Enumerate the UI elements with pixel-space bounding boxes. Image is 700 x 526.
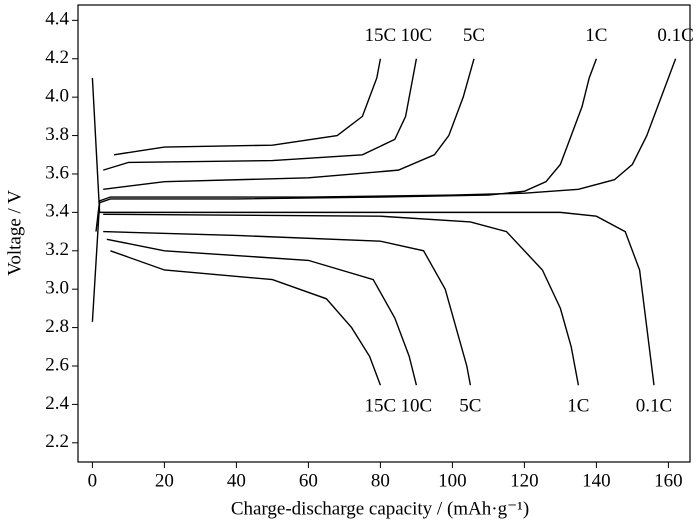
curve-label: 5C — [463, 25, 485, 46]
curve — [102, 58, 418, 171]
y-tick-label: 3.6 — [45, 162, 69, 183]
curve-label: 1C — [567, 396, 589, 417]
curve-label: 0.1C — [636, 396, 672, 417]
curve — [91, 77, 655, 386]
curve — [95, 58, 677, 232]
x-tick-label: 140 — [582, 470, 611, 491]
y-tick-label: 2.4 — [45, 393, 69, 414]
curve — [110, 250, 382, 386]
y-tick-label: 3.4 — [45, 201, 69, 222]
x-tick-label: 60 — [299, 470, 318, 491]
curve — [106, 238, 418, 386]
curve — [91, 58, 598, 322]
x-tick-label: 100 — [438, 470, 467, 491]
y-tick-label: 3.8 — [45, 124, 69, 145]
curve — [103, 58, 475, 191]
y-tick-label: 4.0 — [45, 86, 69, 107]
y-tick-label: 2.2 — [45, 431, 69, 452]
curve — [113, 58, 382, 156]
curve-label: 15C — [365, 25, 397, 46]
y-tick-label: 3.2 — [45, 239, 69, 260]
x-tick-label: 40 — [227, 470, 246, 491]
plot-frame — [77, 4, 691, 463]
y-tick-label: 4.4 — [45, 9, 69, 30]
y-tick-label: 3.0 — [45, 278, 69, 299]
x-tick-label: 120 — [510, 470, 539, 491]
x-tick-label: 160 — [654, 470, 683, 491]
curve-label: 10C — [401, 25, 433, 46]
curve-label: 1C — [585, 25, 607, 46]
curve-label: 10C — [401, 396, 433, 417]
curve-label: 15C — [365, 396, 397, 417]
curve — [103, 230, 472, 386]
curve — [103, 213, 580, 386]
x-axis-label: Charge-discharge capacity / (mAh·g⁻¹) — [231, 498, 529, 519]
y-axis-label: Voltage / V — [4, 190, 25, 276]
y-tick-label: 2.6 — [45, 354, 69, 375]
curve-label: 5C — [459, 396, 481, 417]
x-tick-label: 20 — [155, 470, 174, 491]
y-tick-label: 2.8 — [45, 316, 69, 337]
y-tick-label: 4.2 — [45, 47, 69, 68]
x-tick-label: 80 — [371, 470, 390, 491]
curve-label: 0.1C — [657, 25, 693, 46]
x-tick-label: 0 — [88, 470, 98, 491]
